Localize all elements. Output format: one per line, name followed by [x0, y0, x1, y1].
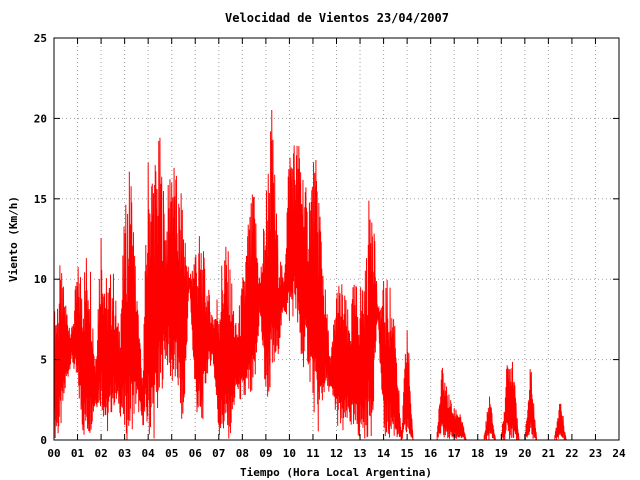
- x-tick-label: 17: [448, 447, 461, 460]
- chart-title: Velocidad de Vientos 23/04/2007: [225, 11, 449, 25]
- x-tick-label: 02: [94, 447, 107, 460]
- x-tick-label: 20: [518, 447, 531, 460]
- x-tick-label: 00: [47, 447, 60, 460]
- y-tick-label: 25: [34, 32, 47, 45]
- x-tick-label: 23: [589, 447, 602, 460]
- x-tick-label: 05: [165, 447, 178, 460]
- x-tick-label: 03: [118, 447, 131, 460]
- x-tick-label: 08: [236, 447, 249, 460]
- wind-series: [53, 110, 572, 441]
- x-tick-label: 04: [142, 447, 156, 460]
- x-tick-label: 16: [424, 447, 438, 460]
- y-tick-label: 10: [34, 273, 47, 286]
- y-tick-label: 15: [34, 193, 47, 206]
- y-tick-label: 5: [40, 354, 47, 367]
- x-tick-label: 13: [353, 447, 366, 460]
- axis-ticks: [53, 37, 620, 441]
- x-tick-label: 22: [565, 447, 578, 460]
- y-axis-label: Viento (Km/h): [7, 196, 20, 282]
- x-tick-labels: 00 01 02 03 04 05 06 07 08 09 10 11 12 13 14 15 16 17 18 19…: [47, 447, 626, 460]
- x-tick-label: 06: [189, 447, 203, 460]
- x-tick-label: 01: [71, 447, 85, 460]
- x-tick-label: 11: [306, 447, 320, 460]
- y-tick-label: 0: [40, 434, 47, 447]
- y-tick-label: 20: [34, 112, 47, 125]
- x-tick-label: 07: [212, 447, 225, 460]
- x-tick-label: 18: [471, 447, 484, 460]
- x-tick-label: 19: [495, 447, 508, 460]
- x-tick-label: 12: [330, 447, 343, 460]
- x-tick-label: 21: [542, 447, 556, 460]
- x-tick-label: 24: [612, 447, 626, 460]
- x-axis-label: Tiempo (Hora Local Argentina): [240, 466, 432, 479]
- x-tick-label: 10: [283, 447, 296, 460]
- x-tick-label: 15: [401, 447, 414, 460]
- y-tick-labels: 0 5 10 15 20 25: [34, 32, 47, 447]
- x-tick-label: 09: [259, 447, 272, 460]
- x-tick-label: 14: [377, 447, 391, 460]
- wind-speed-line: [53, 110, 572, 441]
